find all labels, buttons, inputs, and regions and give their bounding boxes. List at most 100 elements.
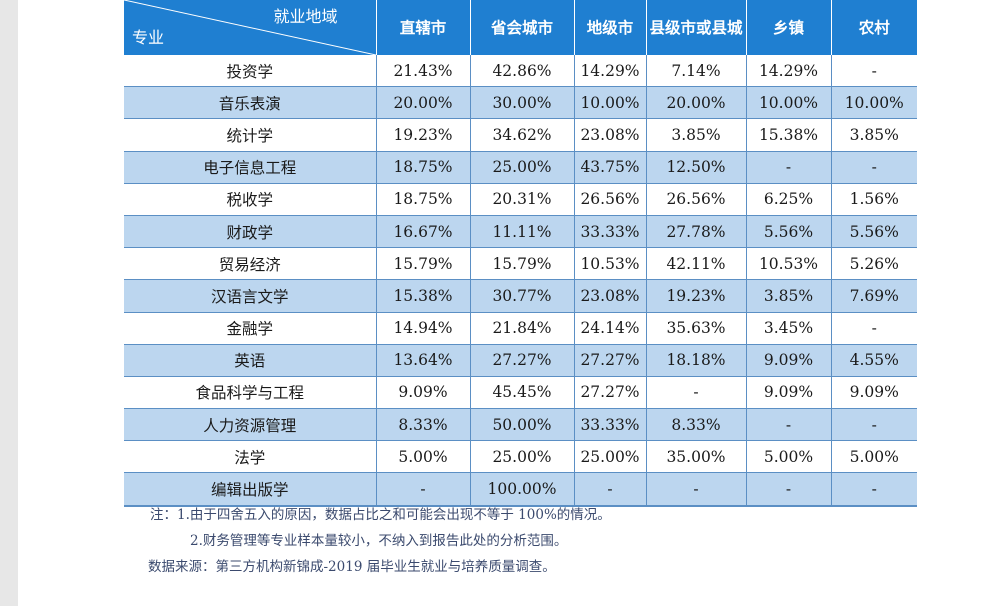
value-cell: 1.56% bbox=[831, 183, 917, 216]
table-row: 税收学 18.75% 20.31% 26.56% 26.56% 6.25% 1.56% bbox=[124, 183, 917, 216]
major-name-cell: 投资学 bbox=[124, 55, 377, 88]
value-cell: 8.33% bbox=[376, 408, 471, 442]
table-body: 投资学 21.43% 42.86% 14.29% 7.14% 14.29% - 音乐表演 20.… bbox=[124, 55, 917, 507]
major-name-cell: 金融学 bbox=[124, 312, 377, 345]
value-cell: - bbox=[746, 408, 832, 442]
value-cell: - bbox=[831, 55, 917, 88]
value-cell: 6.25% bbox=[746, 183, 832, 216]
table-row: 食品科学与工程 9.09% 45.45% 27.27% -9.09% 9.09% bbox=[124, 376, 917, 410]
value-cell: 15.79% bbox=[376, 247, 471, 281]
value-cell: 27.27% bbox=[574, 376, 647, 410]
value-cell: 13.64% bbox=[376, 344, 471, 377]
corner-header-cell: 就业地域 专业 bbox=[124, 0, 377, 55]
value-cell: - bbox=[376, 472, 471, 507]
value-cell: 20.00% bbox=[646, 86, 747, 120]
value-cell: 24.14% bbox=[574, 312, 647, 345]
value-cell: 25.00% bbox=[574, 440, 647, 474]
value-cell: 15.38% bbox=[376, 279, 471, 313]
value-cell: 30.77% bbox=[470, 279, 575, 313]
value-cell: 8.33% bbox=[646, 408, 747, 442]
value-cell: 9.09% bbox=[376, 376, 471, 410]
table-row: 音乐表演 20.00% 30.00% 10.00% 20.00% 10.00% 10.00% bbox=[124, 86, 917, 120]
column-header: 地级市 bbox=[574, 0, 647, 55]
major-name-cell: 法学 bbox=[124, 440, 377, 474]
corner-top-label: 就业地域 bbox=[273, 7, 338, 26]
column-header: 直辖市 bbox=[376, 0, 471, 55]
table-row: 电子信息工程 18.75% 25.00% 43.75% 12.50% - - bbox=[124, 151, 917, 184]
value-cell: 34.62% bbox=[470, 118, 575, 152]
table-row: 汉语言文学 15.38% 30.77% 23.08% 19.23% 3.85% 7.69% bbox=[124, 279, 917, 313]
table-row: 财政学 16.67% 11.11% 33.33% 27.78% 5.56% 5.56% bbox=[124, 215, 917, 249]
major-name-cell: 汉语言文学 bbox=[124, 279, 377, 313]
major-name-cell: 食品科学与工程 bbox=[124, 376, 377, 410]
value-cell: 18.75% bbox=[376, 151, 471, 184]
value-cell: 5.00% bbox=[831, 440, 917, 474]
value-cell: 35.00% bbox=[646, 440, 747, 474]
value-cell: 3.85% bbox=[746, 279, 832, 313]
value-cell: 9.09% bbox=[746, 376, 832, 410]
value-cell: 5.00% bbox=[376, 440, 471, 474]
value-cell: 10.00% bbox=[746, 86, 832, 120]
column-header: 省会城市 bbox=[470, 0, 575, 55]
column-header: 县级市或县城 bbox=[646, 0, 747, 55]
value-cell: 14.29% bbox=[574, 55, 647, 88]
value-cell: 10.00% bbox=[574, 86, 647, 120]
value-cell: 18.75% bbox=[376, 183, 471, 216]
value-cell: 12.50% bbox=[646, 151, 747, 184]
value-cell: 10.53% bbox=[746, 247, 832, 281]
major-name-cell: 贸易经济 bbox=[124, 247, 377, 281]
value-cell: - bbox=[831, 472, 917, 507]
major-name-cell: 电子信息工程 bbox=[124, 151, 377, 184]
major-name-cell: 音乐表演 bbox=[124, 86, 377, 120]
value-cell: 9.09% bbox=[831, 376, 917, 410]
value-cell: 50.00% bbox=[470, 408, 575, 442]
value-cell: 43.75% bbox=[574, 151, 647, 184]
value-cell: 14.94% bbox=[376, 312, 471, 345]
table-row: 统计学 19.23% 34.62% 23.08% 3.85% 15.38% 3.85% bbox=[124, 118, 917, 152]
table-row: 金融学 14.94% 21.84% 24.14% 35.63% 3.45% - bbox=[124, 312, 917, 345]
value-cell: 4.55% bbox=[831, 344, 917, 377]
header-row: 就业地域 专业 直辖市 省会城市 地级市 县级市或县城 乡镇 农村 bbox=[124, 0, 917, 55]
value-cell: 15.79% bbox=[470, 247, 575, 281]
value-cell: 45.45% bbox=[470, 376, 575, 410]
left-margin-strip bbox=[0, 0, 18, 606]
value-cell: 26.56% bbox=[646, 183, 747, 216]
value-cell: 20.31% bbox=[470, 183, 575, 216]
table-row: 贸易经济 15.79% 15.79% 10.53% 42.11% 10.53% 5.26% bbox=[124, 247, 917, 281]
value-cell: - bbox=[746, 472, 832, 507]
value-cell: 23.08% bbox=[574, 118, 647, 152]
value-cell: - bbox=[646, 472, 747, 507]
value-cell: 30.00% bbox=[470, 86, 575, 120]
column-header: 乡镇 bbox=[746, 0, 832, 55]
value-cell: 27.78% bbox=[646, 215, 747, 249]
table-row: 法学 5.00% 25.00% 25.00% 35.00% 5.00% 5.00% bbox=[124, 440, 917, 474]
value-cell: - bbox=[746, 151, 832, 184]
corner-diagonal-line bbox=[124, 0, 376, 55]
value-cell: 27.27% bbox=[470, 344, 575, 377]
data-table: 就业地域 专业 直辖市 省会城市 地级市 县级市或县城 乡镇 农村 投资学 21.… bbox=[124, 0, 917, 507]
value-cell: 26.56% bbox=[574, 183, 647, 216]
table-row: 编辑出版学 -100.00% - - - - bbox=[124, 472, 917, 507]
value-cell: 27.27% bbox=[574, 344, 647, 377]
value-cell: 100.00% bbox=[470, 472, 575, 507]
table-row: 英语 13.64% 27.27% 27.27% 18.18% 9.09% 4.55% bbox=[124, 344, 917, 377]
major-name-cell: 编辑出版学 bbox=[124, 472, 377, 507]
value-cell: - bbox=[646, 376, 747, 410]
value-cell: 42.86% bbox=[470, 55, 575, 88]
major-name-cell: 人力资源管理 bbox=[124, 408, 377, 442]
value-cell: 23.08% bbox=[574, 279, 647, 313]
value-cell: 25.00% bbox=[470, 440, 575, 474]
value-cell: 20.00% bbox=[376, 86, 471, 120]
value-cell: 7.14% bbox=[646, 55, 747, 88]
value-cell: 19.23% bbox=[376, 118, 471, 152]
table-notes: 注：1.由于四舍五入的原因，数据占比之和可能会出现不等于 100%的情况。 2.… bbox=[148, 502, 611, 580]
value-cell: 33.33% bbox=[574, 408, 647, 442]
employment-region-table: 就业地域 专业 直辖市 省会城市 地级市 县级市或县城 乡镇 农村 投资学 21.… bbox=[124, 0, 917, 507]
value-cell: 5.56% bbox=[746, 215, 832, 249]
value-cell: 5.56% bbox=[831, 215, 917, 249]
value-cell: 19.23% bbox=[646, 279, 747, 313]
value-cell: - bbox=[831, 151, 917, 184]
value-cell: - bbox=[831, 312, 917, 345]
value-cell: 35.63% bbox=[646, 312, 747, 345]
value-cell: 9.09% bbox=[746, 344, 832, 377]
